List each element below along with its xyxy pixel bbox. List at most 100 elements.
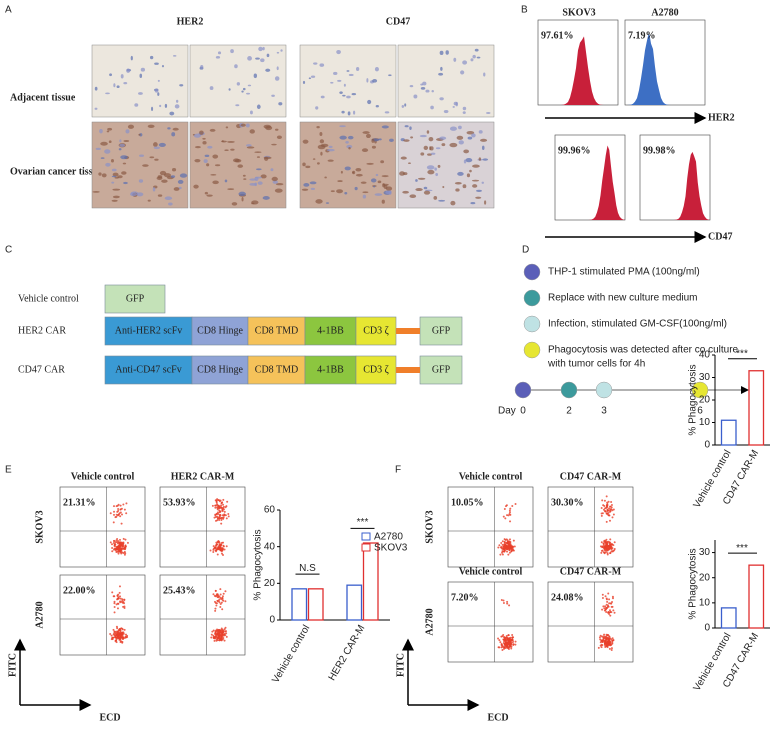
cell — [317, 144, 326, 150]
event — [610, 602, 613, 605]
cell — [472, 184, 478, 188]
cell — [224, 179, 228, 183]
cell — [337, 79, 342, 82]
cell — [147, 124, 155, 128]
event — [504, 543, 507, 546]
cell — [100, 141, 108, 146]
event — [511, 636, 514, 639]
cell — [99, 128, 103, 134]
event — [213, 600, 216, 603]
cell — [215, 164, 221, 167]
cell — [117, 175, 123, 179]
event — [509, 513, 512, 516]
event — [212, 545, 215, 548]
cell — [280, 49, 283, 52]
domain-label: CD8 Hinge — [197, 325, 243, 336]
event — [219, 605, 222, 608]
domain-label: Anti-CD47 scFv — [115, 364, 181, 375]
cell — [481, 145, 485, 150]
event — [126, 541, 129, 544]
event — [608, 636, 611, 639]
event — [112, 636, 115, 639]
cell — [342, 94, 346, 97]
event — [115, 539, 118, 542]
flow-plot — [547, 581, 634, 663]
event — [215, 550, 218, 553]
cell — [227, 188, 235, 190]
event — [119, 640, 122, 643]
event — [514, 502, 517, 505]
y-tick-label: 10 — [699, 597, 711, 608]
cell — [476, 189, 482, 192]
event — [219, 510, 222, 513]
cell — [467, 136, 473, 140]
event — [119, 504, 122, 507]
cell — [228, 88, 231, 91]
event — [110, 638, 113, 641]
event — [498, 639, 501, 642]
event — [503, 647, 506, 650]
event — [218, 542, 221, 545]
cell — [417, 177, 426, 180]
axis-label: HER2 — [708, 112, 735, 123]
event — [114, 541, 117, 544]
event — [613, 611, 616, 614]
event — [502, 636, 505, 639]
event — [506, 550, 509, 553]
event — [218, 547, 221, 550]
cell — [301, 188, 309, 191]
event — [115, 625, 118, 628]
event — [603, 633, 606, 636]
event — [220, 519, 223, 522]
cell — [111, 181, 115, 184]
event — [120, 600, 123, 603]
cell — [120, 74, 124, 79]
event — [504, 517, 507, 520]
event — [220, 627, 223, 630]
y-tick-label: 20 — [699, 395, 711, 406]
event — [118, 591, 121, 594]
cell — [194, 146, 201, 149]
event — [125, 502, 128, 505]
event — [117, 508, 120, 511]
event — [500, 546, 503, 549]
cell — [438, 72, 444, 76]
cell — [438, 199, 446, 202]
domain — [355, 355, 397, 385]
event — [119, 595, 122, 598]
event — [610, 647, 613, 650]
event — [602, 542, 605, 545]
significance: *** — [736, 543, 748, 554]
cell — [204, 191, 209, 195]
event — [221, 632, 224, 635]
event — [209, 549, 212, 552]
cell — [320, 95, 325, 99]
event — [509, 546, 512, 549]
event — [604, 595, 607, 598]
event — [611, 641, 614, 644]
cell — [409, 126, 412, 130]
event — [222, 599, 225, 602]
cell — [275, 128, 279, 131]
domain-label: CD3 ζ — [363, 364, 389, 375]
cell — [423, 186, 428, 190]
event — [604, 644, 607, 647]
event — [224, 600, 227, 603]
timeline-dot — [514, 381, 532, 399]
event — [112, 628, 115, 631]
event — [504, 505, 507, 508]
cell — [118, 148, 122, 151]
event — [216, 593, 219, 596]
cell — [440, 66, 443, 71]
event — [217, 499, 220, 502]
cell — [362, 131, 370, 134]
event — [214, 629, 217, 632]
cell — [101, 173, 107, 178]
event — [217, 507, 220, 510]
construct-name: HER2 CAR — [18, 325, 66, 336]
event — [605, 642, 608, 645]
cell — [253, 73, 258, 79]
event — [121, 513, 124, 516]
event — [119, 551, 122, 554]
cell — [463, 159, 467, 164]
